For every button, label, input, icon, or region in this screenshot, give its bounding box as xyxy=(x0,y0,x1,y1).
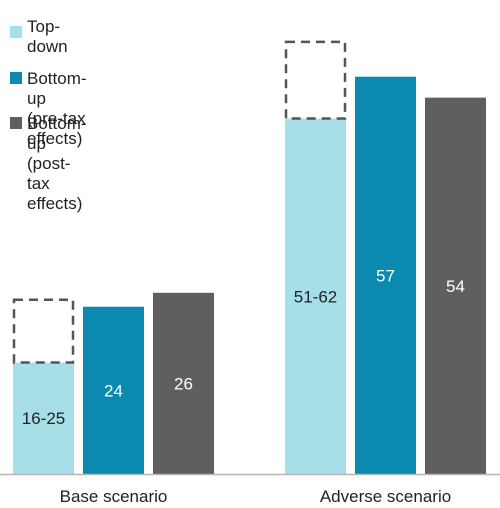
range-box-1 xyxy=(284,40,347,120)
bar-1-2 xyxy=(425,97,486,475)
x-tick-label-0: Base scenario xyxy=(60,487,168,506)
legend-label-bottom-up-post-tax: Bottom-up (post-tax effects) xyxy=(27,114,87,213)
data-label-0-0: 16-25 xyxy=(22,409,65,428)
legend-label-bottom-up-pre-tax: Bottom-up (pre-tax effects) xyxy=(27,69,87,148)
bar-0-2 xyxy=(153,292,214,474)
bar-0-1 xyxy=(83,306,144,474)
data-label-0-1: 24 xyxy=(104,381,123,400)
data-label-1-0: 51-62 xyxy=(294,287,337,306)
bar-0-0 xyxy=(13,362,74,474)
x-tick-label-1: Adverse scenario xyxy=(320,487,451,506)
legend-swatch-bottom-up-pre-tax xyxy=(10,72,22,84)
bar-1-0 xyxy=(285,118,346,474)
range-box-0 xyxy=(12,298,75,364)
legend-swatch-top-down xyxy=(10,26,22,38)
bar-1-1 xyxy=(355,76,416,475)
legend-swatch-bottom-up-post-tax xyxy=(10,117,22,129)
legend-label-top-down: Top-down xyxy=(27,17,68,56)
data-label-0-2: 26 xyxy=(174,374,193,393)
data-label-1-2: 54 xyxy=(446,277,465,296)
data-label-1-1: 57 xyxy=(376,266,395,285)
